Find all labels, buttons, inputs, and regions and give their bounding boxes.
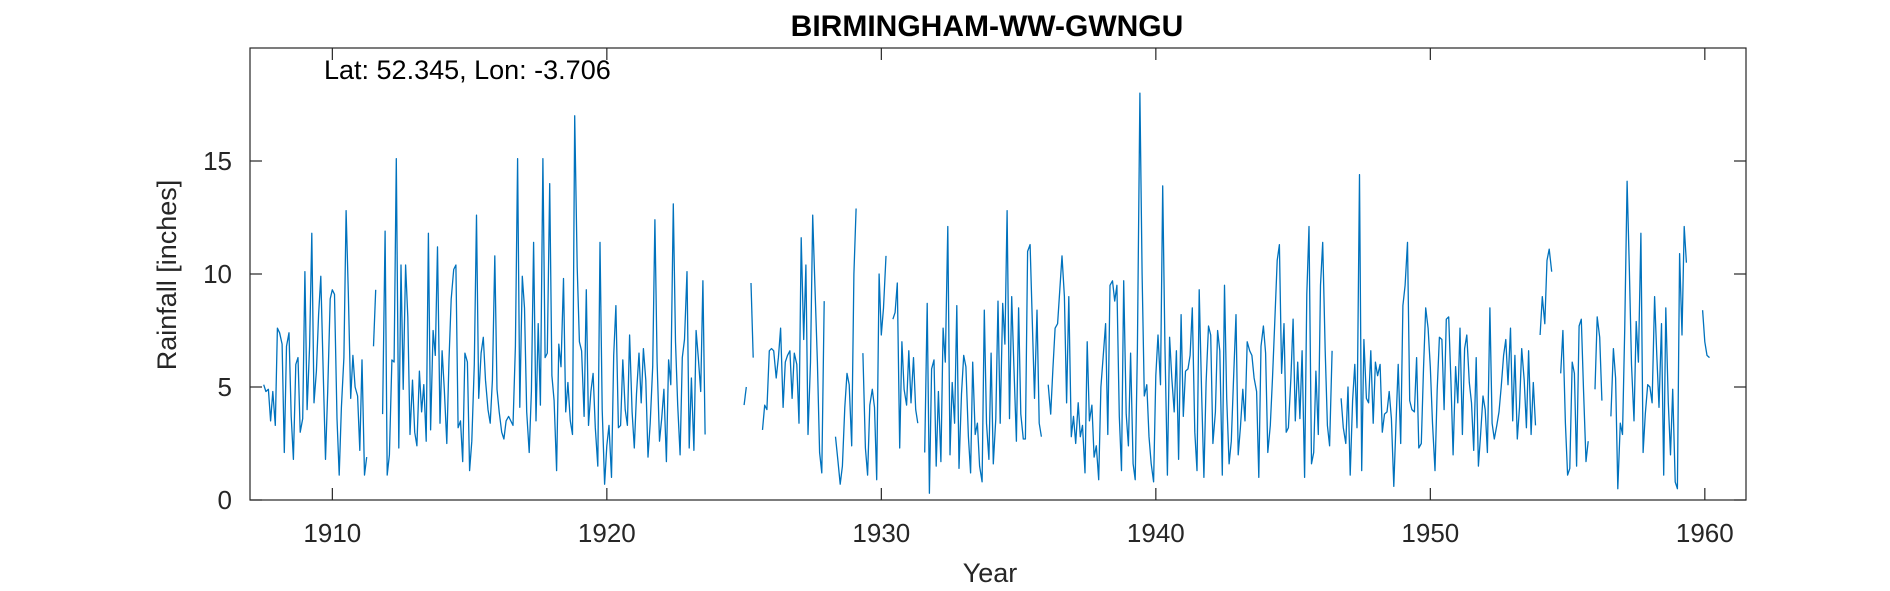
y-axis-label: Rainfall [inches] (152, 180, 182, 371)
x-tick-label: 1960 (1676, 518, 1734, 548)
rainfall-line-segment (924, 210, 1043, 494)
x-tick-label: 1910 (303, 518, 361, 548)
rainfall-line-segment (1340, 173, 1537, 488)
rainfall-line-segment (892, 282, 919, 449)
rainfall-line-segment (1047, 92, 1333, 483)
y-tick-label: 5 (218, 372, 232, 402)
rainfall-line-segment (1701, 310, 1710, 359)
y-tick-label: 10 (203, 259, 232, 289)
y-tick-label: 0 (218, 485, 232, 515)
rainfall-line-segment (1560, 318, 1589, 476)
location-annotation: Lat: 52.345, Lon: -3.706 (324, 55, 611, 85)
x-tick-label: 1930 (852, 518, 910, 548)
rainfall-line-segment (862, 255, 887, 481)
rainfall-line-segment (1594, 316, 1603, 401)
rainfall-series (263, 92, 1710, 494)
rainfall-line-segment (1539, 248, 1553, 336)
rainfall-line-segment (834, 208, 857, 485)
rainfall-line-segment (743, 386, 747, 406)
rainfall-line-segment (761, 214, 825, 474)
rainfall-line-segment (372, 289, 377, 347)
rainfall-line-segment (381, 115, 706, 485)
y-tick-label: 15 (203, 146, 232, 176)
x-axis-label: Year (963, 558, 1018, 588)
x-tick-label: 1950 (1401, 518, 1459, 548)
rainfall-line-segment (1610, 180, 1688, 490)
rainfall-line-segment (750, 282, 754, 358)
axis-ticks: 1910 1920 1930 1940 1950 1960 0 5 10 15 (203, 48, 1746, 548)
x-tick-label: 1920 (578, 518, 636, 548)
rainfall-line-segment (263, 210, 368, 476)
chart-title: BIRMINGHAM-WW-GWNGU (791, 10, 1184, 43)
x-tick-label: 1940 (1127, 518, 1185, 548)
